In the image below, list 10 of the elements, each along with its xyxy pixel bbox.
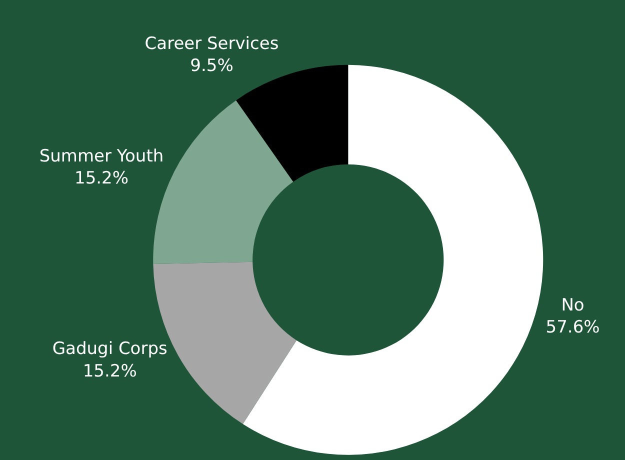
data-label: 15.2% <box>74 168 129 189</box>
data-label: 15.2% <box>82 361 137 382</box>
data-label: 9.5% <box>190 56 234 76</box>
slice-label: No <box>561 295 584 316</box>
donut-slice <box>242 64 544 455</box>
slice-label: Gadugi Corps <box>52 339 168 360</box>
data-label: 57.6% <box>546 317 600 338</box>
slice-label: Career Services <box>144 34 279 54</box>
donut-slice <box>236 64 348 182</box>
slice-label: Summer Youth <box>39 146 164 166</box>
